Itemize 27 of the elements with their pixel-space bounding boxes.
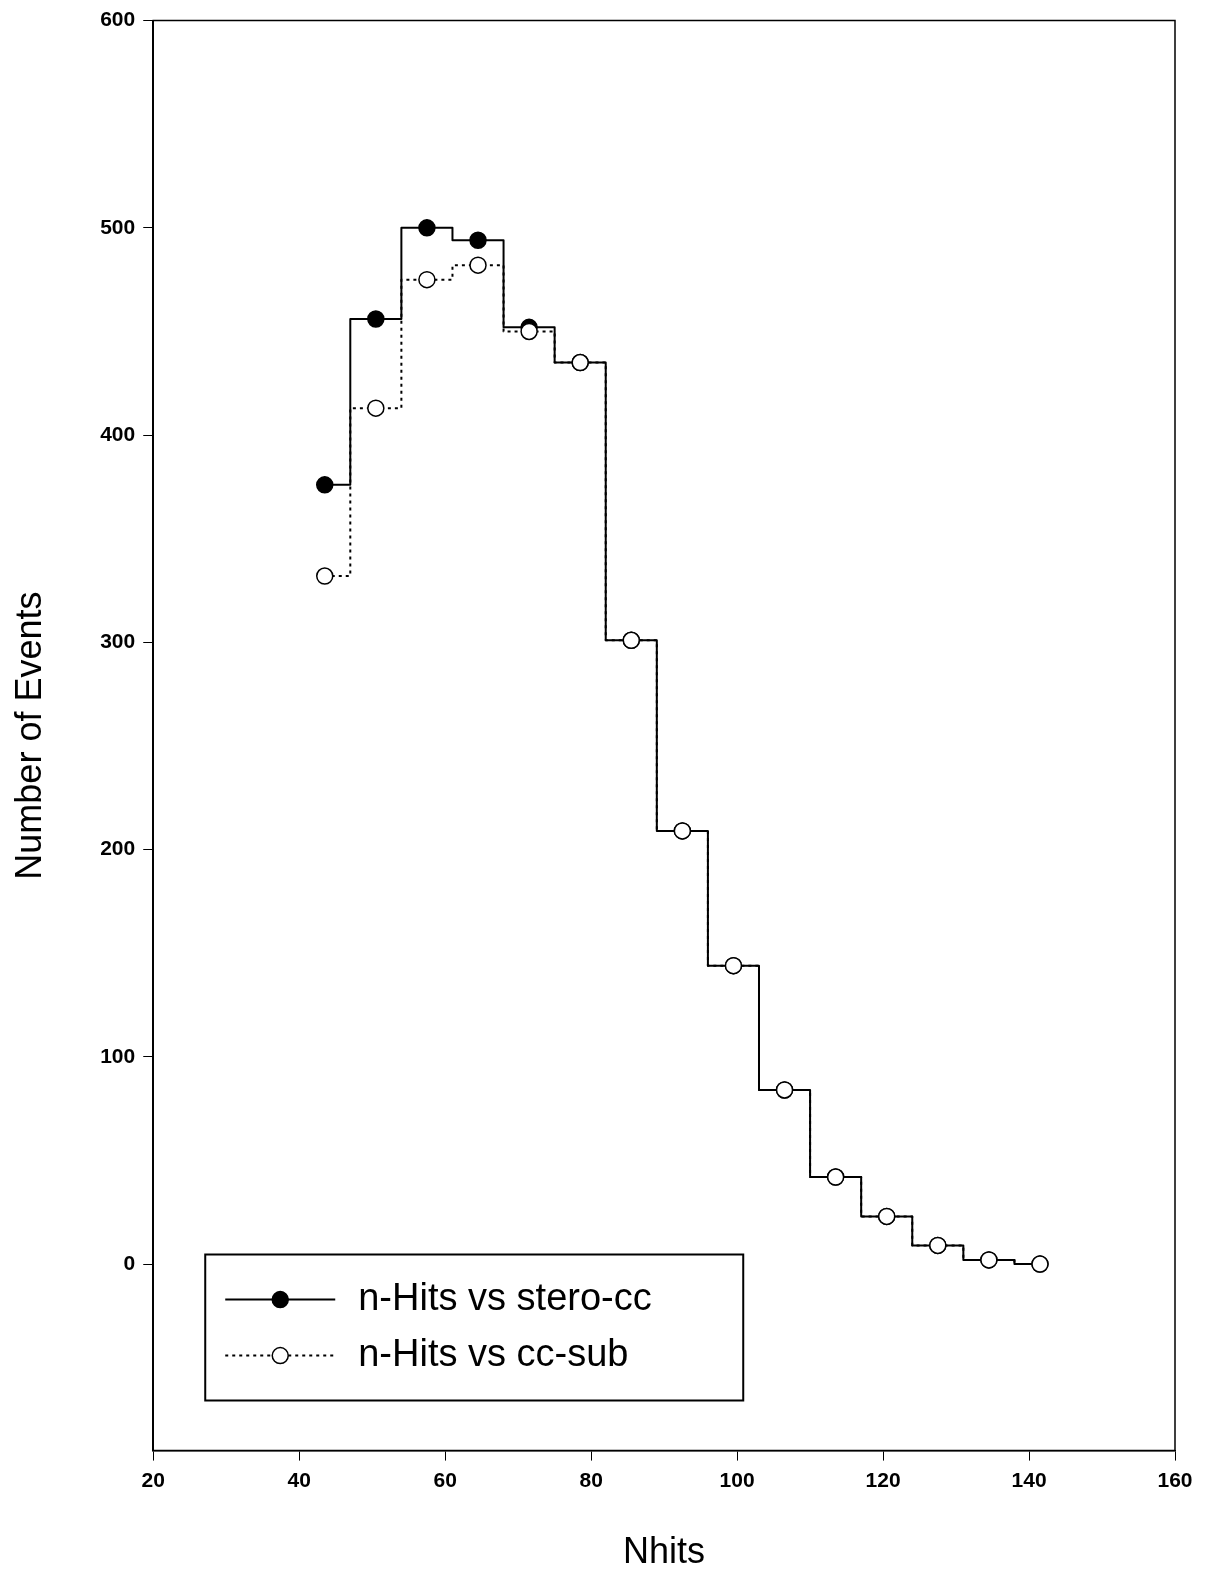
x-axis-title: Nhits (623, 1530, 706, 1572)
x-tick-label: 160 (1157, 1468, 1193, 1491)
x-tick-label: 80 (579, 1468, 603, 1491)
x-tick-label: 40 (287, 1468, 311, 1491)
x-tick-label: 60 (433, 1468, 457, 1491)
point (469, 231, 487, 250)
point (520, 322, 538, 341)
y-tick-label: 600 (100, 7, 136, 31)
x-tick-label: 100 (719, 1468, 755, 1491)
legend-label: n-Hits vs cc-sub (358, 1332, 629, 1375)
y-axis-title: Number of Events (7, 591, 49, 880)
x-tick-label: 20 (141, 1468, 165, 1491)
point (367, 399, 385, 417)
legend-label: n-Hits vs stero-cc (358, 1276, 652, 1319)
x-tick-label: 120 (865, 1468, 901, 1491)
y-tick-label: 0 (123, 1250, 136, 1274)
x-tick-label: 140 (1011, 1468, 1047, 1491)
point (469, 256, 487, 274)
point (367, 310, 385, 328)
y-tick-label: 100 (100, 1043, 136, 1067)
y-tick-label: 400 (100, 421, 136, 445)
point (418, 219, 436, 237)
y-tick-label: 300 (100, 629, 136, 653)
point (418, 270, 436, 289)
point (316, 476, 334, 494)
y-tick-label: 200 (100, 836, 136, 860)
y-tick-label: 500 (100, 214, 136, 238)
